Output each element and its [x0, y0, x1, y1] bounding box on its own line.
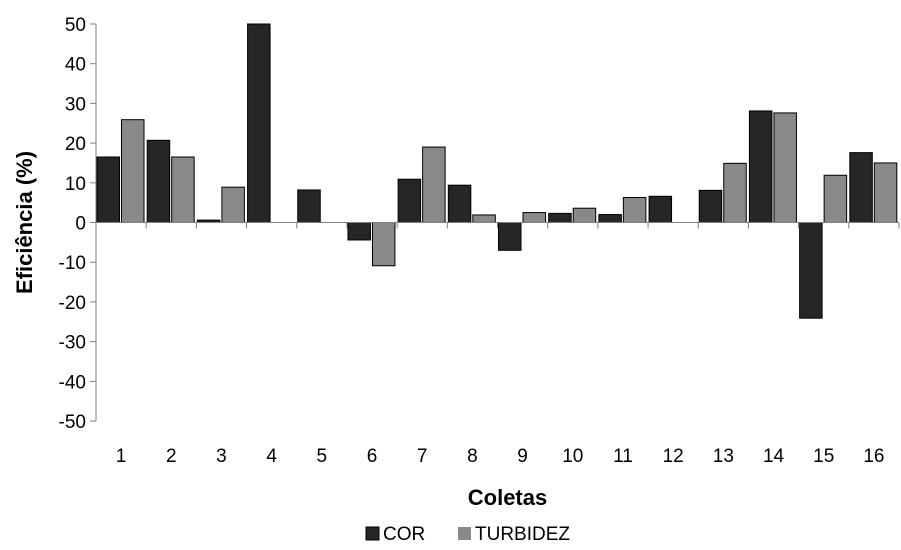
- bar-turbidez-16: [873, 162, 898, 223]
- x-tick-label: 7: [417, 446, 428, 467]
- bar-cor-14: [748, 110, 773, 223]
- axes-layer: [90, 23, 900, 422]
- bar-cor-12: [648, 195, 673, 224]
- bar-cor-11: [598, 214, 622, 223]
- x-tick-label: 12: [663, 446, 684, 467]
- x-axis-title: Coletas: [468, 485, 547, 510]
- y-tick-label: 50: [65, 15, 86, 36]
- bar-cor-9: [498, 222, 522, 251]
- y-tick-label: 40: [65, 55, 86, 76]
- bar-turbidez-6: [371, 222, 396, 267]
- legend-label-turbidez: TURBIDEZ: [475, 524, 570, 545]
- x-tick-label: 13: [713, 446, 734, 467]
- bar-cor-5: [297, 189, 321, 223]
- bar-cor-6: [347, 222, 371, 241]
- bar-cor-7: [397, 178, 422, 224]
- bar-cor-16: [849, 152, 873, 224]
- x-tick-label: 16: [863, 446, 884, 467]
- bar-turbidez-11: [622, 196, 647, 223]
- x-tick-label: 10: [562, 446, 583, 467]
- x-tick-label: 3: [216, 446, 227, 467]
- bar-turbidez-13: [723, 162, 747, 223]
- x-tick-label: 5: [317, 446, 328, 467]
- bar-cor-4: [247, 23, 271, 223]
- legend-swatch-cor: [365, 526, 380, 541]
- x-tick-label: 6: [367, 446, 378, 467]
- x-tick-label: 14: [763, 446, 785, 467]
- bar-cor-1: [96, 156, 120, 223]
- bar-turbidez-3: [221, 186, 245, 224]
- bar-turbidez-9: [522, 212, 546, 223]
- bar-turbidez-1: [121, 119, 145, 223]
- y-axis-title: Eficiência (%): [12, 151, 37, 294]
- x-tick-label: 2: [166, 446, 177, 467]
- y-tick-label: -20: [59, 293, 86, 314]
- bar-turbidez-10: [572, 207, 597, 223]
- bar-turbidez-8: [472, 214, 496, 224]
- bar-cor-2: [146, 139, 171, 223]
- bar-cor-10: [548, 212, 572, 224]
- x-tick-label: 9: [517, 446, 528, 467]
- y-tick-label: 10: [65, 174, 86, 195]
- bar-turbidez-14: [773, 112, 797, 223]
- x-tick-label: 15: [813, 446, 834, 467]
- y-tick-label: 0: [75, 214, 86, 235]
- y-tick-label: -30: [59, 333, 86, 354]
- bar-turbidez-15: [823, 174, 848, 224]
- y-tick-label: -50: [59, 412, 86, 433]
- bar-cor-15: [799, 222, 823, 319]
- bar-cor-8: [447, 184, 472, 224]
- legend-label-cor: COR: [383, 524, 425, 545]
- x-tick-label: 4: [266, 446, 277, 467]
- legend: COR TURBIDEZ: [365, 524, 570, 545]
- y-tick-label: -10: [59, 253, 86, 274]
- bar-turbidez-2: [171, 156, 195, 223]
- bar-turbidez-7: [422, 146, 446, 224]
- legend-swatch-turbidez: [458, 527, 471, 540]
- x-tick-label: 8: [467, 446, 478, 467]
- x-tick-label: 1: [116, 446, 127, 467]
- bars-layer: [96, 23, 898, 319]
- bar-cor-13: [698, 189, 723, 224]
- x-tick-label: 11: [613, 446, 633, 467]
- y-tick-label: 20: [65, 134, 86, 155]
- y-tick-label: -40: [59, 372, 86, 393]
- y-tick-label: 30: [65, 94, 86, 115]
